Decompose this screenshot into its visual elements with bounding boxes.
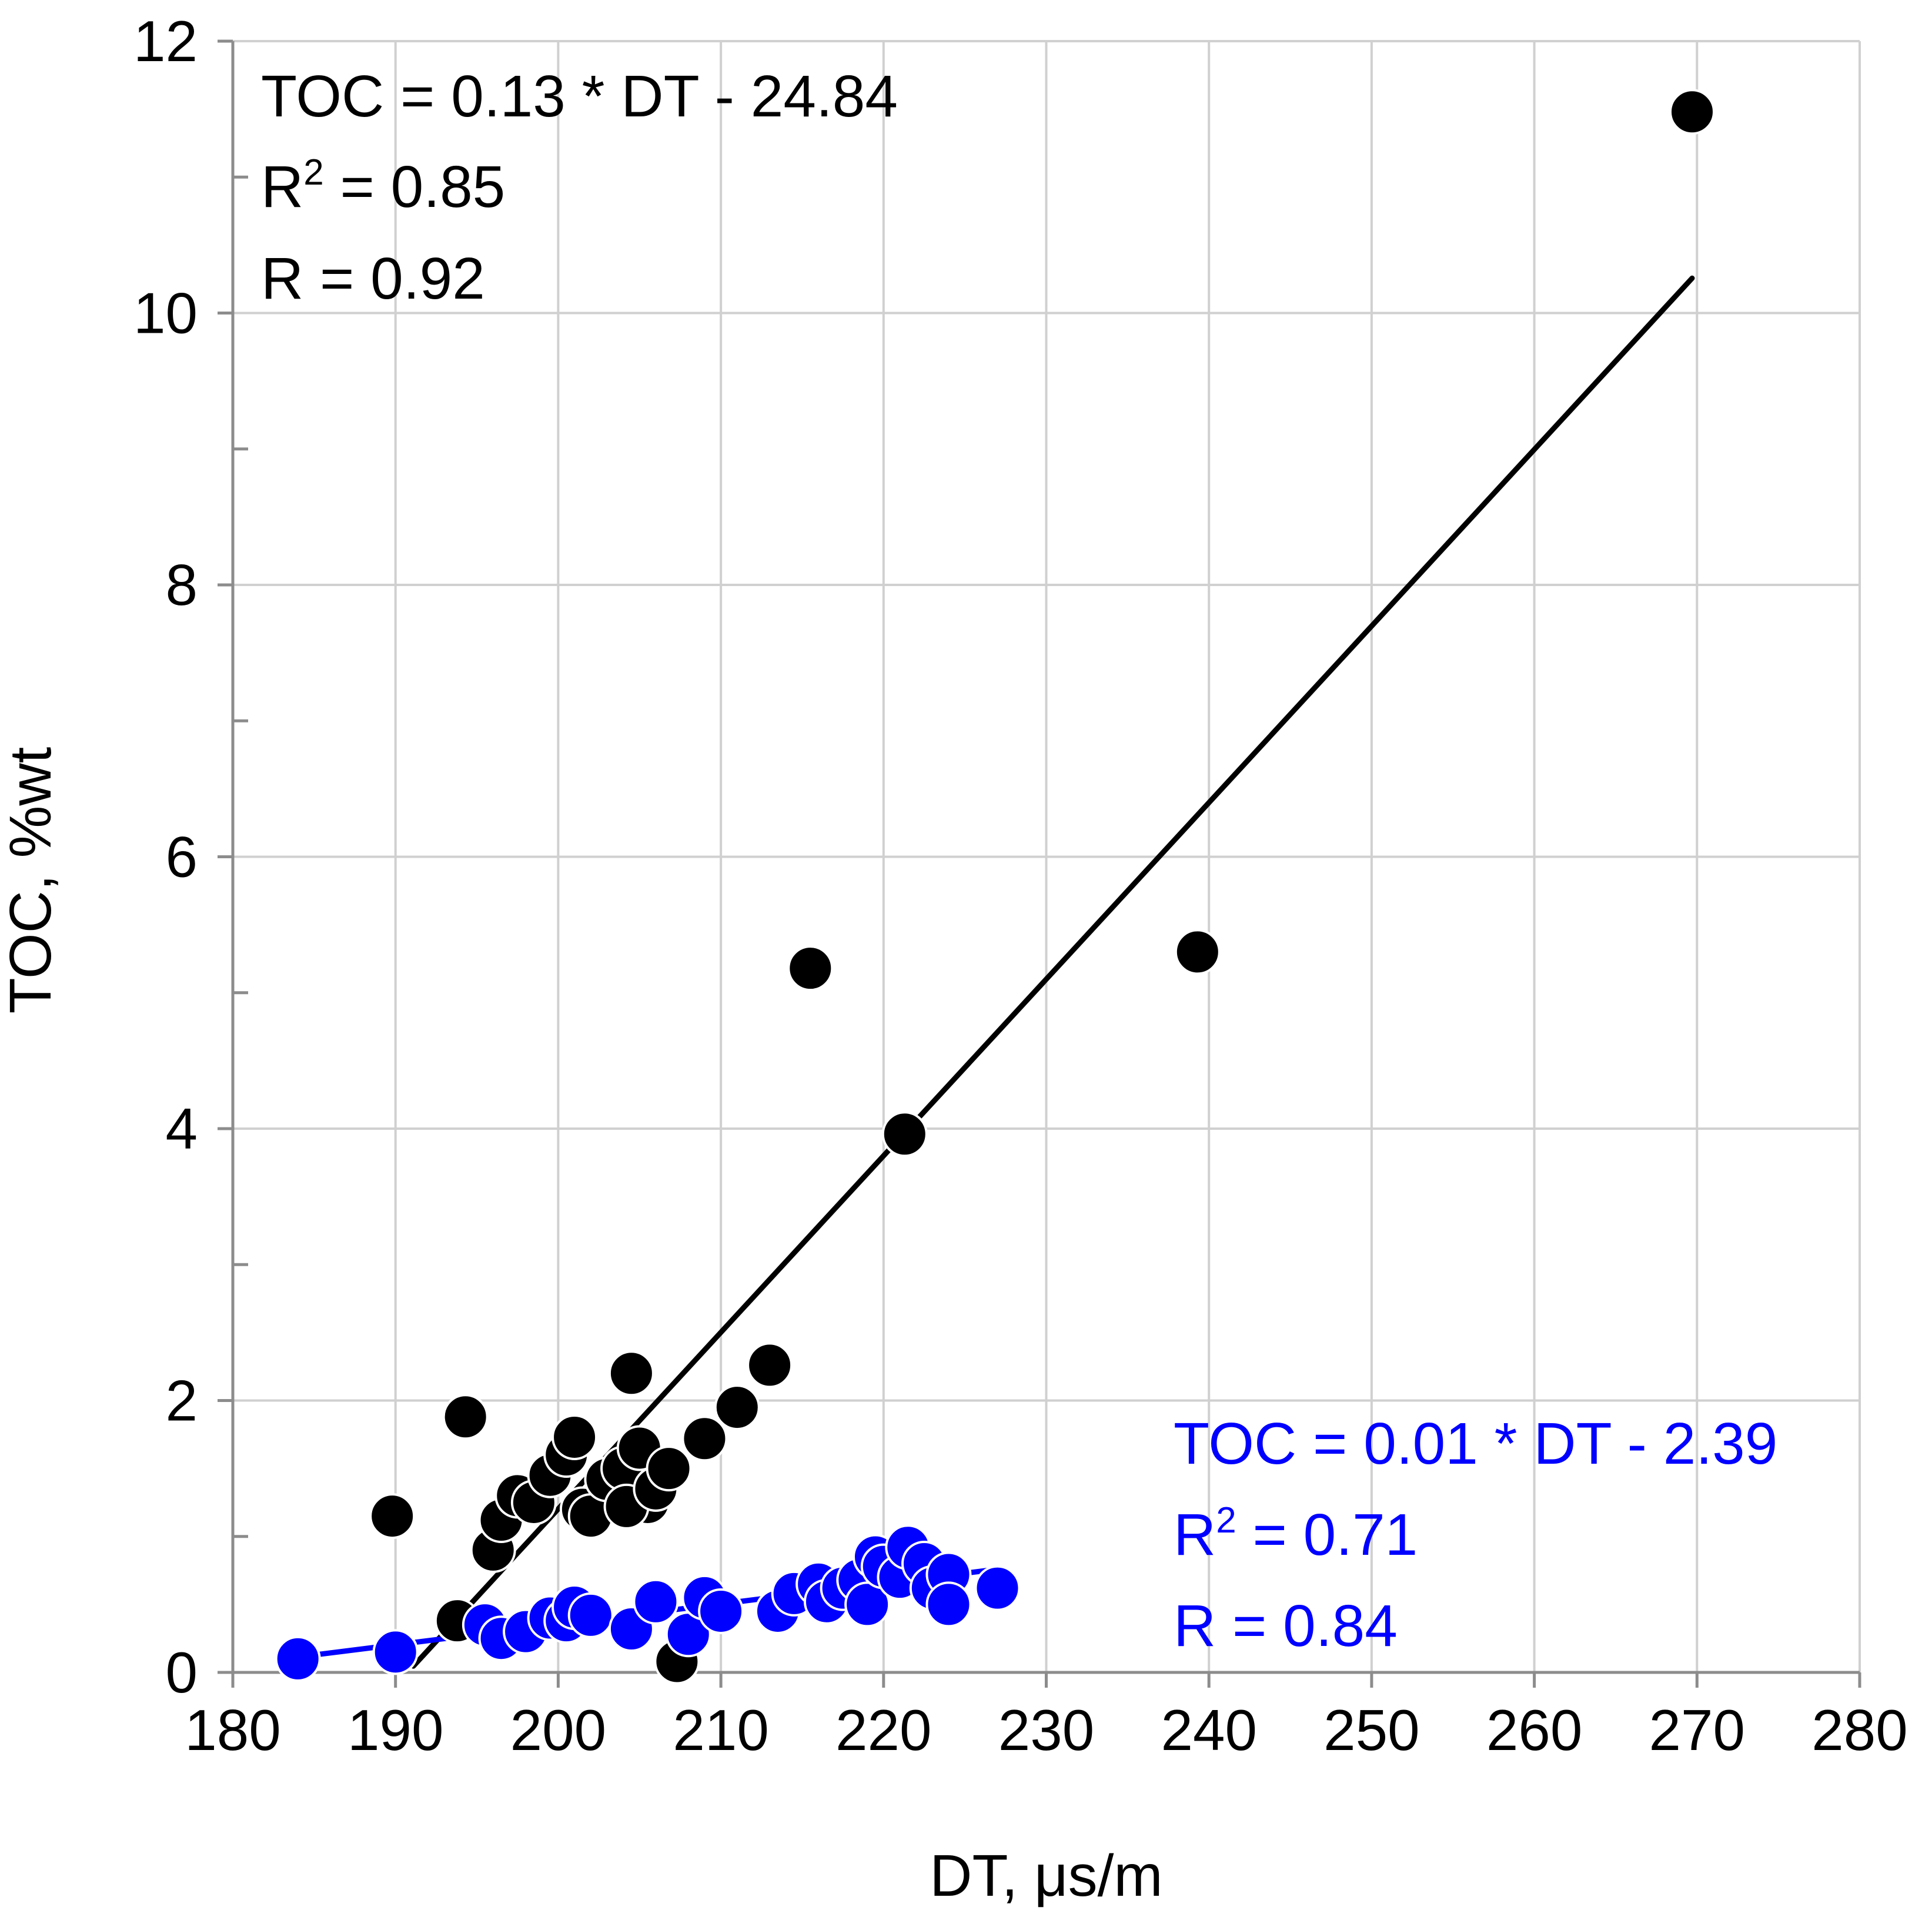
blue-data-point <box>925 1581 972 1628</box>
x-tick-label: 180 <box>185 1698 281 1762</box>
blue-data-point <box>698 1588 744 1634</box>
blue-data-point <box>275 1635 321 1682</box>
black-series-r-squared: R2 = 0.85 <box>261 152 505 220</box>
y-tick-label: 8 <box>165 553 198 617</box>
x-tick-label: 250 <box>1323 1698 1420 1762</box>
black-data-point <box>881 1111 928 1157</box>
black-data-point <box>608 1350 654 1397</box>
blue-data-point <box>372 1629 419 1675</box>
x-tick-label: 240 <box>1161 1698 1257 1762</box>
black-data-point <box>1174 929 1221 975</box>
y-tick-label: 0 <box>165 1640 198 1705</box>
black-series-r: R = 0.92 <box>261 246 485 312</box>
black-data-point <box>681 1416 728 1462</box>
x-tick-label: 190 <box>347 1698 444 1762</box>
x-tick-label: 200 <box>510 1698 607 1762</box>
y-tick-label: 2 <box>165 1368 198 1433</box>
y-tick-label: 12 <box>133 9 198 73</box>
blue-series-r-squared: R2 = 0.71 <box>1174 1500 1418 1568</box>
black-data-point <box>551 1414 598 1460</box>
blue-series-equation: TOC = 0.01 * DT - 2.39 <box>1174 1411 1777 1477</box>
x-tick-label: 210 <box>673 1698 769 1762</box>
x-tick-label: 260 <box>1486 1698 1583 1762</box>
blue-data-point <box>844 1581 891 1628</box>
y-tick-label: 6 <box>165 825 198 889</box>
black-data-point <box>1669 89 1715 135</box>
x-tick-label: 270 <box>1649 1698 1746 1762</box>
x-axis-title: DT, μs/m <box>930 1843 1162 1909</box>
black-data-point <box>442 1394 489 1440</box>
blue-data-point <box>633 1578 679 1625</box>
blue-data-point <box>567 1592 614 1638</box>
blue-series-r: R = 0.84 <box>1174 1593 1398 1659</box>
black-data-point <box>714 1384 760 1431</box>
axis-layer <box>218 39 1861 1688</box>
label-layer: 180 190 200 210 220 230 240 250 260 270 280 0 2 4 6 8 10… <box>133 9 1908 1762</box>
point-layer <box>275 89 1715 1685</box>
y-tick-label: 10 <box>133 281 198 346</box>
y-axis-title: TOC, %wt <box>0 747 63 1013</box>
black-data-point <box>747 1342 793 1388</box>
blue-data-point <box>974 1565 1021 1611</box>
y-tick-label: 4 <box>165 1096 198 1161</box>
black-data-point <box>787 945 834 992</box>
black-data-point <box>646 1445 692 1492</box>
black-data-point <box>369 1493 416 1540</box>
black-series-equation: TOC = 0.13 * DT - 24.84 <box>261 63 898 129</box>
x-tick-label: 230 <box>998 1698 1095 1762</box>
x-tick-label: 280 <box>1811 1698 1908 1762</box>
x-tick-label: 220 <box>835 1698 932 1762</box>
